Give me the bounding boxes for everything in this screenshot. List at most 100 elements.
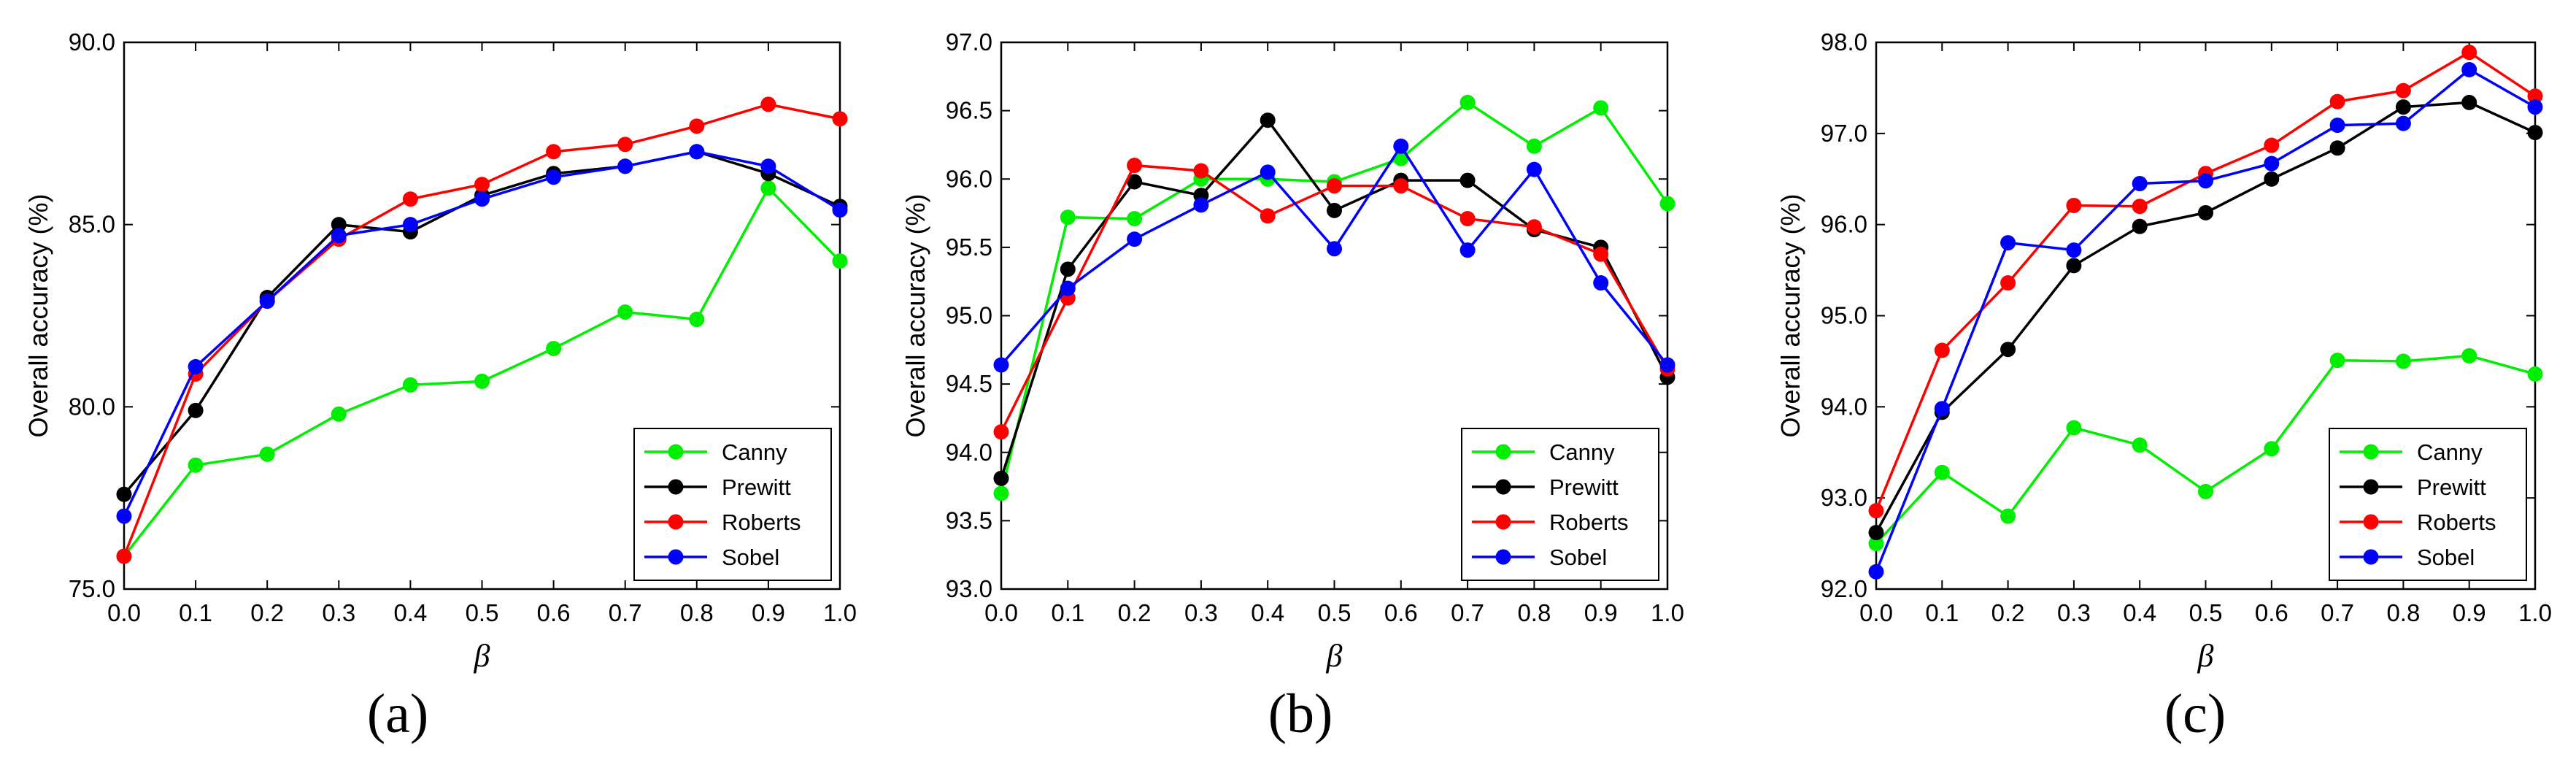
- data-point-sobel: [402, 217, 418, 233]
- data-point-canny: [1060, 209, 1076, 226]
- data-point-prewitt: [188, 402, 204, 418]
- legend-label: Prewitt: [2417, 474, 2486, 500]
- data-point-sobel: [2329, 118, 2345, 134]
- data-point-canny: [1127, 211, 1143, 227]
- data-point-sobel: [1934, 401, 1950, 417]
- data-point-canny: [2461, 347, 2477, 364]
- y-tick-label: 90.0: [69, 28, 115, 55]
- x-tick-label: 0.6: [1384, 599, 1418, 626]
- data-point-sobel: [689, 144, 705, 160]
- data-point-prewitt: [993, 470, 1009, 486]
- data-point-roberts: [2066, 197, 2082, 213]
- y-tick-label: 93.5: [946, 507, 992, 534]
- y-tick-label: 94.0: [946, 439, 992, 466]
- data-point-prewitt: [2066, 258, 2082, 274]
- y-tick-label: 95.0: [1821, 302, 1867, 329]
- x-tick-label: 0.2: [1991, 599, 2025, 626]
- legend-label: Prewitt: [1549, 474, 1619, 500]
- x-tick-label: 0.2: [1118, 599, 1152, 626]
- data-point-canny: [2132, 437, 2148, 453]
- data-point-roberts: [2264, 137, 2280, 153]
- data-point-roberts: [832, 111, 848, 127]
- legend-label: Sobel: [2417, 545, 2475, 570]
- data-point-prewitt: [2264, 171, 2280, 187]
- x-tick-label: 0.0: [107, 599, 141, 626]
- x-tick-label: 1.0: [1651, 599, 1684, 626]
- data-point-sobel: [259, 293, 275, 309]
- data-point-sobel: [993, 357, 1009, 373]
- data-point-sobel: [2395, 115, 2411, 131]
- x-axis-label: β: [2197, 638, 2214, 674]
- data-point-canny: [331, 406, 347, 422]
- data-point-sobel: [1260, 164, 1276, 180]
- series-line-prewitt: [1000, 118, 1669, 479]
- data-point-roberts: [2132, 199, 2148, 215]
- x-tick-label: 0.1: [179, 599, 212, 626]
- legend: Canny Prewitt Roberts Sobel: [2329, 428, 2527, 581]
- y-tick-label: 92.0: [1821, 575, 1867, 602]
- legend-box: [633, 428, 832, 581]
- data-point-roberts: [993, 424, 1009, 440]
- x-tick-label: 0.6: [537, 599, 571, 626]
- x-tick-label: 0.8: [680, 599, 714, 626]
- x-tick-label: 0.5: [466, 599, 499, 626]
- x-tick-label: 0.0: [984, 599, 1018, 626]
- data-point-prewitt: [2461, 94, 2477, 110]
- x-tick-label: 0.7: [1451, 599, 1484, 626]
- x-tick-label: 0.3: [2057, 599, 2091, 626]
- legend-swatch-marker: [668, 444, 684, 460]
- x-tick-label: 0.2: [250, 599, 284, 626]
- legend-swatch-marker: [1495, 549, 1511, 565]
- data-point-canny: [1868, 536, 1884, 552]
- x-tick-label: 0.9: [752, 599, 785, 626]
- y-tick-label: 97.0: [1821, 120, 1867, 147]
- data-point-roberts: [617, 136, 633, 153]
- data-point-sobel: [474, 191, 490, 207]
- data-point-sobel: [1327, 241, 1342, 257]
- x-tick-label: 0.8: [2386, 599, 2420, 626]
- x-tick-label: 0.4: [393, 599, 427, 626]
- data-point-prewitt: [331, 217, 347, 233]
- data-point-sobel: [1659, 357, 1675, 373]
- data-point-sobel: [1459, 242, 1476, 258]
- data-point-sobel: [617, 158, 633, 174]
- data-point-roberts: [1526, 219, 1542, 235]
- data-point-roberts: [116, 548, 132, 564]
- data-point-canny: [474, 373, 490, 389]
- x-tick-label: 0.8: [1517, 599, 1551, 626]
- data-point-canny: [617, 304, 633, 320]
- data-point-sobel: [2461, 61, 2477, 77]
- data-point-roberts: [1193, 163, 1209, 179]
- x-tick-label: 1.0: [2518, 599, 2552, 626]
- data-point-canny: [2329, 353, 2345, 369]
- x-tick-label: 0.1: [1925, 599, 1959, 626]
- x-tick-label: 0.3: [322, 599, 355, 626]
- data-point-prewitt: [2329, 140, 2345, 156]
- chart-0: 0.0 0.1 0.2 0.3 0.4 0.5 0.6 0.7 0.8 0.9 1.0 75.0 80.…: [23, 28, 857, 674]
- legend-swatch-marker: [668, 514, 684, 530]
- legend-label: Roberts: [722, 509, 801, 535]
- y-tick-label: 93.0: [946, 575, 992, 602]
- y-tick-label: 94.5: [946, 370, 992, 397]
- data-point-canny: [1593, 100, 1609, 116]
- chart-1: 0.0 0.1 0.2 0.3 0.4 0.5 0.6 0.7 0.8 0.9 1.0 93.0 93.…: [901, 28, 1684, 674]
- legend-swatch-marker: [1495, 514, 1511, 530]
- data-point-canny: [1459, 94, 1476, 110]
- data-point-canny: [1526, 138, 1542, 154]
- data-point-roberts: [1127, 158, 1143, 174]
- legend-label: Prewitt: [722, 474, 791, 500]
- legend-swatch-marker: [2363, 549, 2379, 565]
- data-point-canny: [2000, 508, 2016, 524]
- legend-box: [1461, 428, 1659, 581]
- data-point-canny: [993, 485, 1009, 501]
- legend-label: Canny: [1549, 439, 1615, 465]
- data-point-roberts: [402, 191, 418, 207]
- legend-swatch-marker: [668, 549, 684, 565]
- legend-label: Roberts: [2417, 509, 2496, 535]
- y-tick-label: 85.0: [69, 211, 115, 238]
- data-point-roberts: [2527, 88, 2543, 104]
- x-tick-label: 0.7: [609, 599, 642, 626]
- x-tick-label: 0.4: [1251, 599, 1284, 626]
- data-point-canny: [402, 377, 418, 393]
- data-point-roberts: [2395, 82, 2411, 99]
